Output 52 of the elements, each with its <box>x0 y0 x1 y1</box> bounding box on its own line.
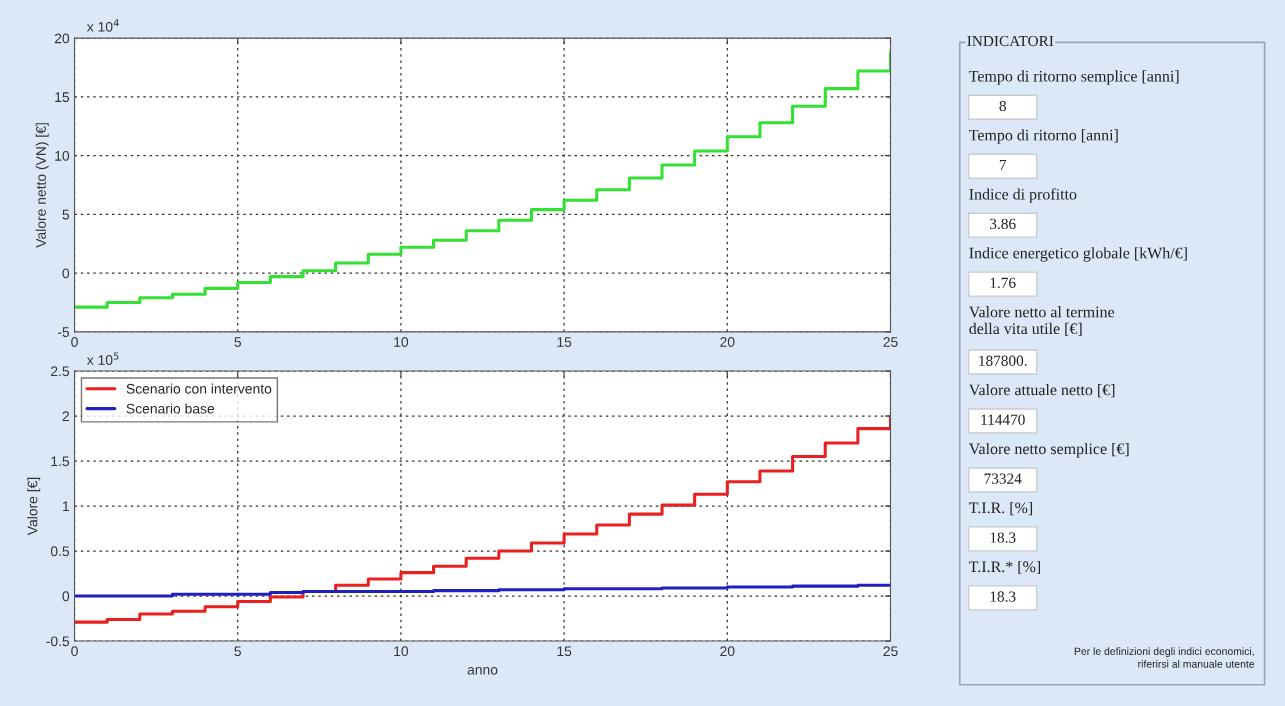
x-tick-label: 10 <box>394 646 409 657</box>
y-tick-label: 15 <box>55 92 70 103</box>
y-tick-label: 1 <box>63 501 69 512</box>
x-tick-label: 5 <box>234 337 242 347</box>
text: T.I.R. [%] <box>969 501 1033 516</box>
text: Valore attuale netto [€] <box>968 384 1115 398</box>
y-tick-label: 20 <box>54 33 70 44</box>
y-tick-label: 10 <box>55 150 70 161</box>
text: INDICATORI <box>967 35 1054 47</box>
text: 1.76 <box>990 277 1016 289</box>
text: Indice energetico globale [kWh/€] <box>969 247 1187 262</box>
y-tick-label: 0 <box>62 591 70 602</box>
text: x 10$^{4}$ <box>86 19 119 32</box>
legend-label: Scenario base <box>126 403 215 414</box>
text: Valore netto al termine della vita utile [€] <box>968 306 1115 337</box>
x-tick-label: 15 <box>557 646 572 657</box>
y-tick-label: 0 <box>62 268 70 279</box>
text: 187800. <box>979 355 1027 366</box>
x-tick-label: 0 <box>71 646 78 657</box>
text: 18.3 <box>990 532 1016 543</box>
text: Tempo di ritorno semplice [anni] <box>969 70 1179 85</box>
x-tick-label: 20 <box>720 646 735 657</box>
x-tick-label: 10 <box>394 337 409 347</box>
y-tick-label: -0.5 <box>46 636 70 647</box>
text: 114470 <box>981 414 1025 425</box>
y-tick-label: -5 <box>57 327 70 337</box>
x-tick-label: 0 <box>71 337 78 347</box>
text: x 10$^{5}$ <box>86 352 119 365</box>
text: 18.3 <box>990 591 1016 602</box>
text: Per le definizioni degli indici economici, riferirsi al manuale utente <box>1074 647 1255 668</box>
text: Tempo di ritorno [anni] <box>969 129 1118 144</box>
x-tick-label: 15 <box>557 337 572 347</box>
y-tick-label: 5 <box>62 209 70 220</box>
y-tick-label: 2.5 <box>51 366 70 377</box>
text: 73324 <box>984 473 1022 484</box>
y-axis-title: Valore [€] <box>27 477 41 536</box>
y-tick-label: 2 <box>62 411 69 422</box>
y-tick-label: 1.5 <box>51 456 70 467</box>
text: 7 <box>999 159 1007 170</box>
text: 8 <box>999 100 1006 112</box>
x-axis-title: anno <box>467 667 498 675</box>
text: Indice di profitto <box>969 188 1077 203</box>
y-tick-label: 0.5 <box>50 546 70 557</box>
text: Valore netto semplice [€] <box>968 442 1129 458</box>
y-axis-title: Valore netto (VN) [€] <box>35 123 49 248</box>
text: 3.86 <box>990 218 1016 230</box>
text: T.I.R.* [%] <box>969 560 1041 575</box>
x-tick-label: 25 <box>883 337 898 347</box>
x-tick-label: 20 <box>720 337 735 347</box>
x-tick-label: 5 <box>234 646 242 657</box>
x-tick-label: 25 <box>883 646 898 657</box>
legend-label: Scenario con intervento <box>126 383 272 394</box>
